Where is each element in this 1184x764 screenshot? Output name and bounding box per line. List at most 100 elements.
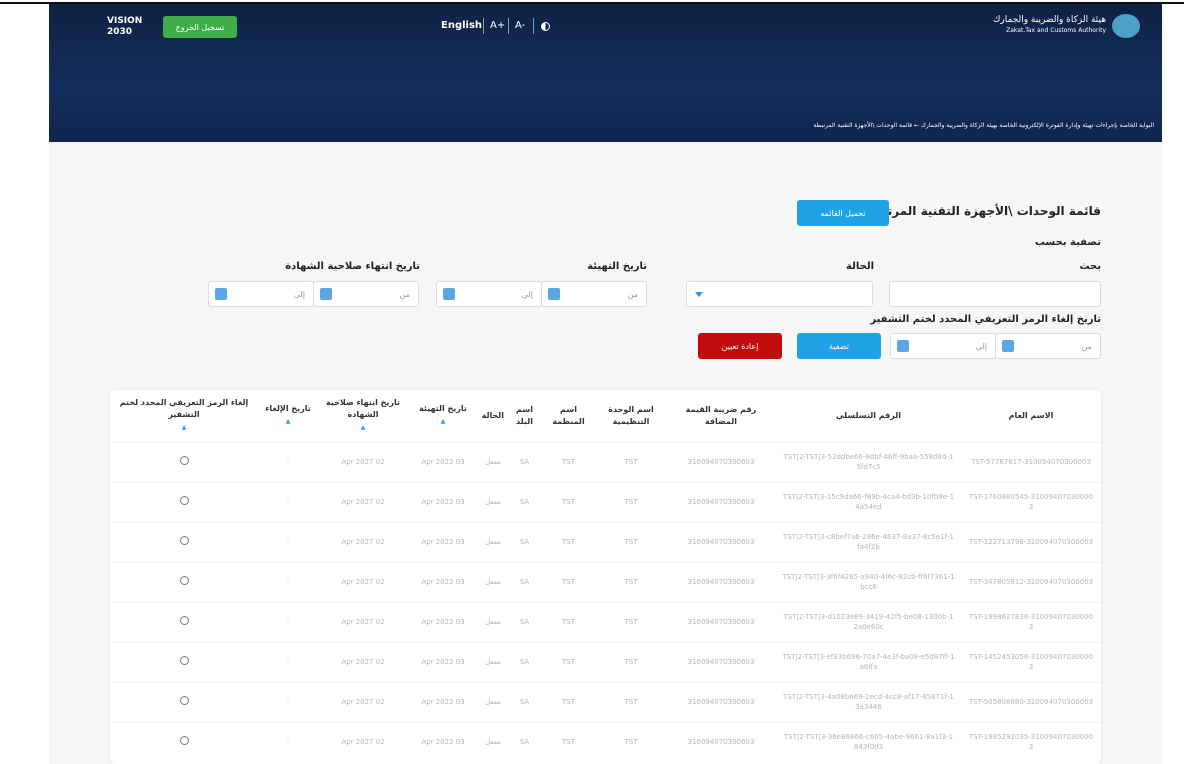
table-cell: SA — [508, 521, 541, 562]
revoke-checkbox[interactable] — [179, 456, 189, 465]
revoke-checkbox[interactable] — [179, 616, 189, 625]
font-down[interactable]: A- — [515, 20, 526, 31]
revoke-checkbox[interactable] — [179, 496, 189, 505]
sort-icon[interactable]: ▲ — [285, 418, 291, 426]
table-cell: 1-TST|2-TST|3-c8bef7a6-286e-4637-8a37-8c… — [776, 521, 961, 562]
table-cell: TST — [541, 641, 596, 682]
date-to-input[interactable]: إلى — [436, 281, 542, 307]
page-title: قائمة الوحدات \الأجهزة التقنية المرتبطة — [863, 204, 1101, 218]
table-cell: 03 Apr 2022 — [408, 681, 478, 722]
date-placeholder: من — [1081, 342, 1092, 351]
table-cell: SA — [508, 481, 541, 522]
table-row: TST-122713798-310094070300003 1-TST|2-TST… — [110, 521, 1101, 562]
devices-table: الاسم العام الرقم التسلسلي رقم ضريبة القيم… — [110, 390, 1101, 762]
search-label: بحث — [1079, 261, 1101, 272]
cert-expiry-label: تاريخ انتهاء صلاحية الشهادة — [285, 261, 420, 272]
table-cell: - — [258, 561, 318, 602]
sort-icon[interactable]: ▲ — [360, 424, 366, 432]
breadcrumb: البوابة الخاصة بإجراءات تهيئة وإدارة الف… — [813, 122, 1154, 129]
dropdown-arrow — [695, 292, 703, 301]
divider — [508, 18, 509, 34]
sort-icon[interactable]: ▲ — [440, 418, 446, 426]
table-cell: - — [258, 521, 318, 562]
download-button[interactable]: تحميل القائمه — [797, 200, 889, 226]
column-header: الحالة — [481, 410, 504, 420]
date-from-input[interactable]: من — [313, 281, 419, 307]
vision-logo: VISION 2030 — [107, 16, 143, 37]
logo-icon — [1112, 14, 1140, 38]
checkbox-cell — [110, 641, 258, 682]
date-placeholder: من — [399, 290, 410, 299]
table-cell: 1-TST|2-TST|3-ef83b696-70a7-4e3f-ba08-e5… — [776, 641, 961, 682]
date-to-input[interactable]: إلى — [890, 333, 996, 359]
checkbox-cell — [110, 481, 258, 522]
table-cell: 02 Apr 2027 — [318, 641, 408, 682]
sort-icon[interactable]: ▲ — [181, 424, 187, 432]
checkbox-cell — [110, 561, 258, 602]
date-placeholder: من — [627, 290, 638, 299]
table-cell: 02 Apr 2027 — [318, 561, 408, 602]
table-cell: 1-TST|2-TST|3-4a08b669-2ecd-4cc8-af17-85… — [776, 681, 961, 722]
status-select[interactable] — [686, 281, 873, 307]
table-cell: 03 Apr 2022 — [408, 561, 478, 602]
table-cell: TST — [596, 601, 666, 642]
table-cell: 02 Apr 2027 — [318, 721, 408, 762]
date-from-input[interactable]: من — [541, 281, 647, 307]
revoke-checkbox[interactable] — [179, 656, 189, 665]
calendar-icon — [897, 340, 909, 352]
checkbox-cell — [110, 601, 258, 642]
column-header: تاريخ انتهاء صلاحية الشهادة ▲ — [325, 398, 401, 432]
revoke-checkbox[interactable] — [179, 576, 189, 585]
date-placeholder: إلى — [521, 290, 533, 299]
table-cell: 03 Apr 2022 — [408, 641, 478, 682]
table-cell: 02 Apr 2027 — [318, 681, 408, 722]
table-cell: - — [258, 681, 318, 722]
font-up[interactable]: A+ — [490, 20, 506, 31]
date-placeholder: إلى — [293, 290, 305, 299]
table-cell: مفعل — [478, 601, 508, 642]
reset-button[interactable]: إعادة تعيين — [698, 333, 782, 359]
table-cell: TST — [596, 441, 666, 482]
search-input[interactable] — [889, 281, 1101, 307]
table-cell: TST-1998627838-310094070300003 — [961, 601, 1101, 642]
table-cell: 1-TST|2-TST|3-52ddbe66-8dbf-46ff-9baa-55… — [776, 441, 961, 482]
table-cell: TST — [596, 521, 666, 562]
table-cell: 1-TST|2-TST|3-36e86866-c605-4abe-9661-8a… — [776, 721, 961, 762]
apply-button[interactable]: تصفية — [797, 333, 881, 359]
revoke-checkbox[interactable] — [179, 536, 189, 545]
checkbox-cell — [110, 721, 258, 762]
column-header: تاريخ التهيئة ▲ — [419, 404, 467, 426]
table-cell: SA — [508, 681, 541, 722]
table-row: TST-347805912-310094070300003 1-TST|2-TST… — [110, 561, 1101, 602]
revoke-checkbox[interactable] — [179, 696, 189, 705]
table-row: TST-1760880545-310094070300003 1-TST|2-TS… — [110, 481, 1101, 522]
table-cell: TST — [541, 601, 596, 642]
table-cell: 03 Apr 2022 — [408, 721, 478, 762]
language[interactable]: English — [441, 20, 483, 31]
table-cell: SA — [508, 721, 541, 762]
revoke-checkbox[interactable] — [179, 736, 189, 746]
logout-button[interactable]: تسجيل الخروج — [163, 16, 237, 38]
table-cell: TST — [541, 721, 596, 762]
table-cell: - — [258, 481, 318, 522]
table-cell: مفعل — [478, 721, 508, 762]
table-cell: مفعل — [478, 481, 508, 522]
table-cell: TST — [541, 521, 596, 562]
column-header: اسم الوحدة التنظيمية — [608, 404, 654, 426]
divider — [533, 18, 534, 34]
table-cell: 02 Apr 2027 — [318, 601, 408, 642]
date-placeholder: إلى — [975, 342, 987, 351]
table-cell: 310094070300003 — [666, 481, 776, 522]
date-to-input[interactable]: إلى — [208, 281, 314, 307]
date-from-input[interactable]: من — [995, 333, 1101, 359]
calendar-icon — [443, 288, 455, 300]
breadcrumb-current: قائمة الوحدات \الأجهزة التقنية المرتبطة — [813, 122, 913, 129]
breadcrumb-parent[interactable]: البوابة الخاصة بإجراءات تهيئة وإدارة الف… — [920, 122, 1154, 129]
breadcrumb-arrow: ← — [912, 122, 919, 129]
table-cell: 02 Apr 2027 — [318, 521, 408, 562]
contrast-toggle[interactable] — [541, 22, 550, 31]
table-cell: TST-1452453058-310094070300003 — [961, 641, 1101, 682]
table-cell: TST — [596, 481, 666, 522]
table-row: TST-505808880-310094070300003 1-TST|2-TST… — [110, 681, 1101, 722]
